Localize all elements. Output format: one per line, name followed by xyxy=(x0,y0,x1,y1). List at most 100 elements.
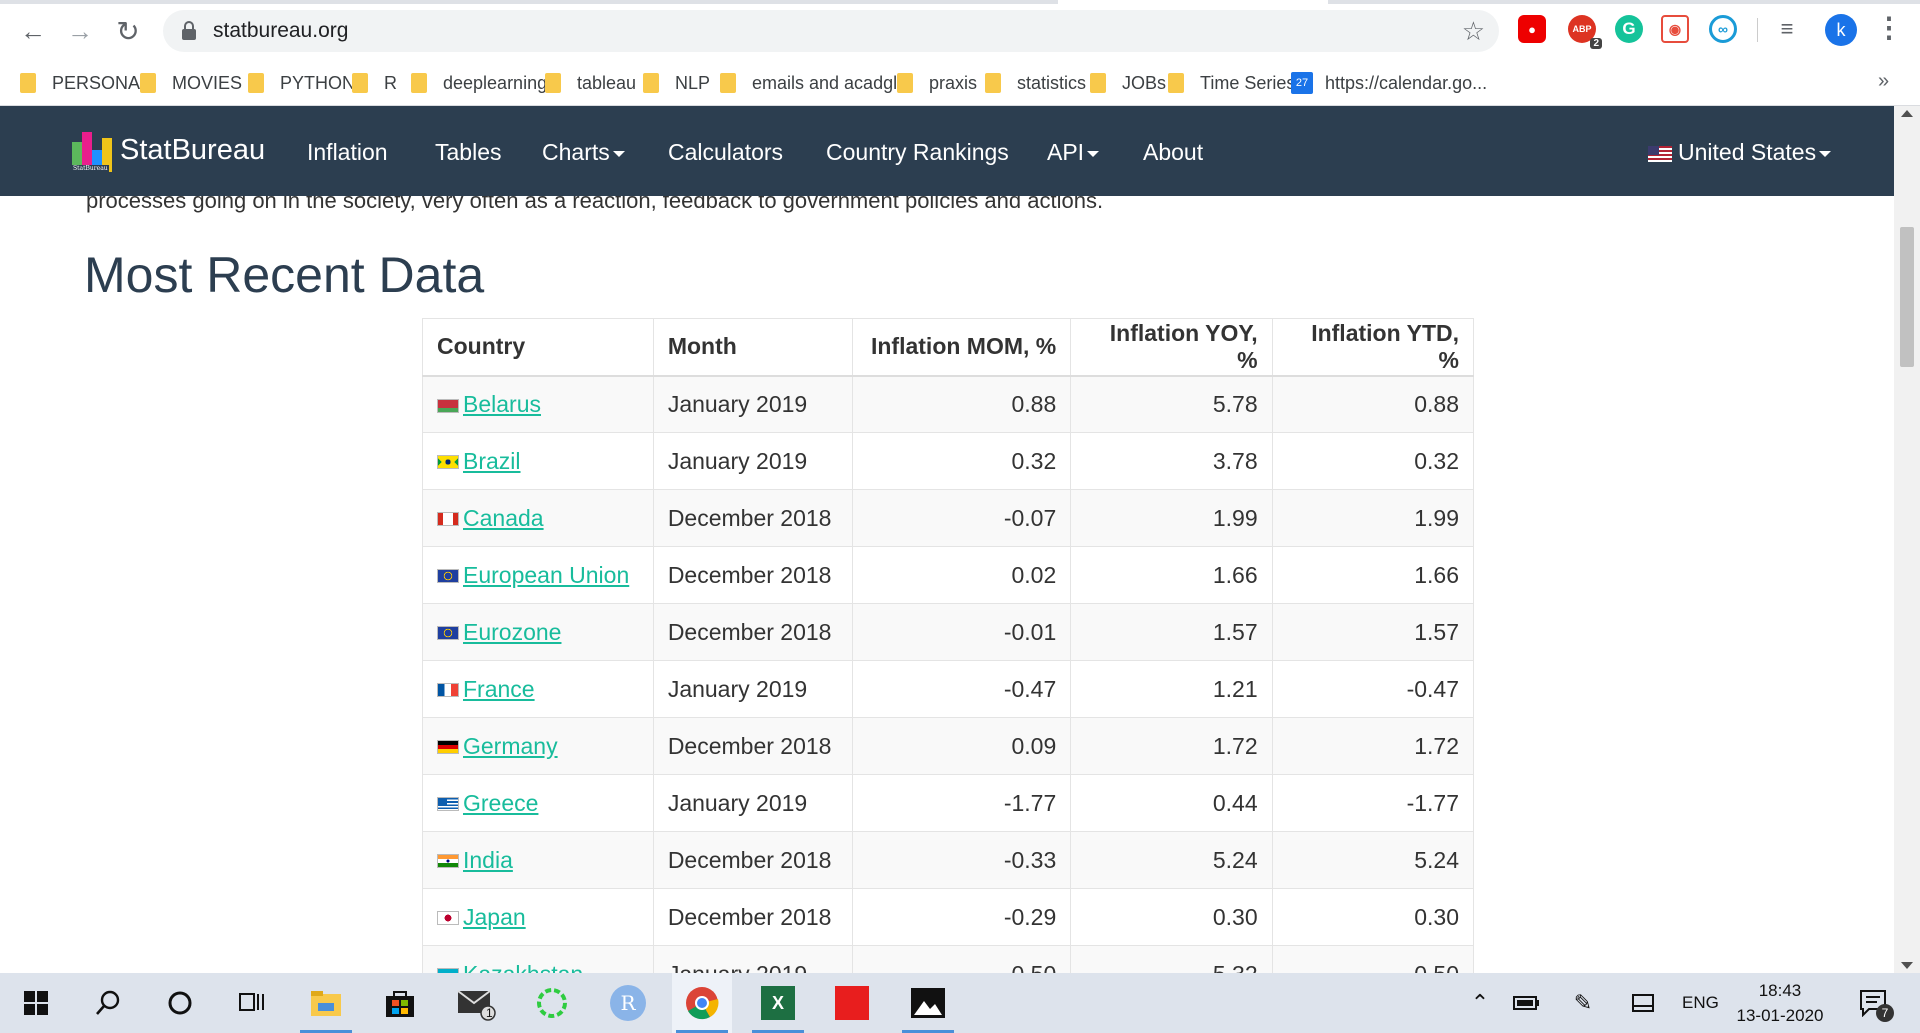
grammarly-icon[interactable]: G xyxy=(1615,15,1643,43)
country-link[interactable]: France xyxy=(463,675,535,702)
column-header-mom[interactable]: Inflation MOM, % xyxy=(851,318,1072,377)
bookmark-label: Time Series xyxy=(1200,72,1296,93)
cell-yoy: 1.66 xyxy=(1070,546,1273,604)
cell-yoy: 3.78 xyxy=(1070,432,1273,490)
photos-icon[interactable] xyxy=(898,973,958,1033)
country-link[interactable]: Brazil xyxy=(463,447,521,474)
lock-icon xyxy=(182,21,196,40)
store-icon[interactable] xyxy=(370,973,430,1033)
forward-arrow-icon[interactable]: → xyxy=(67,15,93,46)
r-app-icon[interactable]: R xyxy=(598,973,658,1033)
active-tab[interactable] xyxy=(1058,0,1328,4)
statbureau-logo[interactable]: StatBureau xyxy=(72,132,112,172)
scrollbar-thumb[interactable] xyxy=(1900,227,1914,367)
windows-start-icon[interactable] xyxy=(6,973,66,1033)
page-scrollbar[interactable] xyxy=(1894,106,1920,973)
country-link[interactable]: India xyxy=(463,846,513,873)
excel-icon[interactable]: X xyxy=(748,973,808,1033)
country-link[interactable]: Kazakhstan xyxy=(463,961,583,974)
bookmark-time-series[interactable]: Time Series xyxy=(1168,60,1295,106)
clock-time[interactable]: 18:43 xyxy=(1758,981,1802,1000)
column-header-yoy[interactable]: Inflation YOY, % xyxy=(1070,318,1273,377)
country-link[interactable]: Greece xyxy=(463,789,539,816)
nav-tables[interactable]: Tables xyxy=(435,139,501,166)
country-link[interactable]: Eurozone xyxy=(463,618,562,645)
cell-mom: -0.33 xyxy=(851,831,1072,889)
battery-icon[interactable] xyxy=(1502,973,1552,1033)
bookmark-tableau[interactable]: tableau xyxy=(545,60,636,106)
reload-icon[interactable]: ↻ xyxy=(116,15,140,47)
nav-inflation[interactable]: Inflation xyxy=(307,139,388,166)
column-header-country[interactable]: Country xyxy=(422,318,654,377)
country-link[interactable]: Belarus xyxy=(463,390,541,417)
nav-charts[interactable]: Charts xyxy=(542,139,625,166)
active-indicator xyxy=(676,1030,728,1033)
bookmark-python[interactable]: PYTHON xyxy=(248,60,355,106)
cell-month: December 2018 xyxy=(652,717,853,775)
nav-calculators[interactable]: Calculators xyxy=(668,139,783,166)
bookmark-r[interactable]: R xyxy=(352,60,397,106)
back-arrow-icon[interactable]: ← xyxy=(20,15,46,46)
cell-mom: 0.50 xyxy=(851,945,1072,973)
loop-extension-icon[interactable]: ∞ xyxy=(1709,15,1737,43)
bookmark-nlp[interactable]: NLP xyxy=(643,60,710,106)
profile-avatar[interactable]: k xyxy=(1825,14,1857,46)
language-indicator[interactable]: ENG xyxy=(1682,993,1719,1012)
cortana-icon[interactable] xyxy=(150,973,210,1033)
country-link[interactable]: Canada xyxy=(463,504,544,531)
url-text[interactable]: statbureau.org xyxy=(213,19,349,42)
screen-capture-icon[interactable]: ◉ xyxy=(1661,15,1689,43)
cell-ytd: 0.50 xyxy=(1271,945,1475,973)
logo-wordmark: StatBureau xyxy=(72,165,109,172)
folder-icon xyxy=(897,73,913,93)
chevron-up-icon[interactable]: ⌃ xyxy=(1470,990,1490,1015)
more-bookmarks-icon[interactable]: » xyxy=(1878,70,1890,92)
bookmark-jobs[interactable]: JOBs xyxy=(1090,60,1166,106)
cell-country: Belarus xyxy=(422,375,654,433)
eu-flag-icon xyxy=(437,626,459,641)
country-link[interactable]: Germany xyxy=(463,732,558,759)
bookmark-label: R xyxy=(384,72,397,93)
nav-country-rankings[interactable]: Country Rankings xyxy=(826,139,1009,166)
column-header-ytd[interactable]: Inflation YTD, % xyxy=(1271,318,1475,377)
search-icon[interactable] xyxy=(78,973,138,1033)
bookmark-label: MOVIES xyxy=(172,72,243,93)
notifications-icon[interactable]: 7 xyxy=(1846,973,1902,1033)
bookmark-movies[interactable]: MOVIES xyxy=(140,60,242,106)
country-selector[interactable]: United States xyxy=(1648,139,1832,166)
bookmark-https-calendar-go[interactable]: 27 https://calendar.go... xyxy=(1291,60,1487,106)
clock-date[interactable]: 13-01-2020 xyxy=(1736,1006,1824,1025)
chrome-icon[interactable] xyxy=(672,973,732,1033)
cell-country: India xyxy=(422,831,654,889)
sync-app-icon[interactable] xyxy=(522,973,582,1033)
cell-month: December 2018 xyxy=(652,888,853,946)
bookmark-deeplearning[interactable]: deeplearning xyxy=(411,60,547,106)
mail-icon[interactable]: 1 xyxy=(446,973,506,1033)
pen-icon[interactable]: ✎ xyxy=(1573,990,1593,1015)
bookmark-emails-and-acadglid[interactable]: emails and acadglid xyxy=(720,60,911,106)
media-playlist-icon[interactable]: ≡ xyxy=(1773,15,1801,43)
scroll-up-arrow-icon[interactable] xyxy=(1901,110,1913,117)
address-bar[interactable]: statbureau.org ☆ xyxy=(163,10,1499,52)
display-icon[interactable] xyxy=(1618,973,1668,1033)
bookmark-statistics[interactable]: statistics xyxy=(985,60,1086,106)
bookmark-personal[interactable]: PERSONAL xyxy=(20,60,150,106)
browser-menu-icon[interactable]: ⋮ xyxy=(1875,12,1903,43)
country-link[interactable]: European Union xyxy=(463,561,630,588)
cell-country: Canada xyxy=(422,489,654,547)
country-link[interactable]: Japan xyxy=(463,903,526,930)
ublock-icon[interactable]: ● xyxy=(1518,15,1546,43)
bookmark-praxis[interactable]: praxis xyxy=(897,60,977,106)
scroll-down-arrow-icon[interactable] xyxy=(1901,962,1913,969)
acrobat-icon[interactable] xyxy=(822,973,882,1033)
nav-about[interactable]: About xyxy=(1143,139,1203,166)
brand-name[interactable]: StatBureau xyxy=(120,134,266,166)
notifications-badge: 7 xyxy=(1876,1004,1894,1022)
file-explorer-icon[interactable] xyxy=(296,973,356,1033)
bookmark-star-icon[interactable]: ☆ xyxy=(1461,16,1485,46)
column-header-month[interactable]: Month xyxy=(652,318,853,377)
task-view-icon[interactable] xyxy=(222,973,282,1033)
table-row: Japan December 2018 -0.29 0.30 0.30 xyxy=(422,888,1475,946)
adblock-plus-icon[interactable]: ABP 2 xyxy=(1568,15,1602,49)
nav-api[interactable]: API xyxy=(1047,139,1100,166)
